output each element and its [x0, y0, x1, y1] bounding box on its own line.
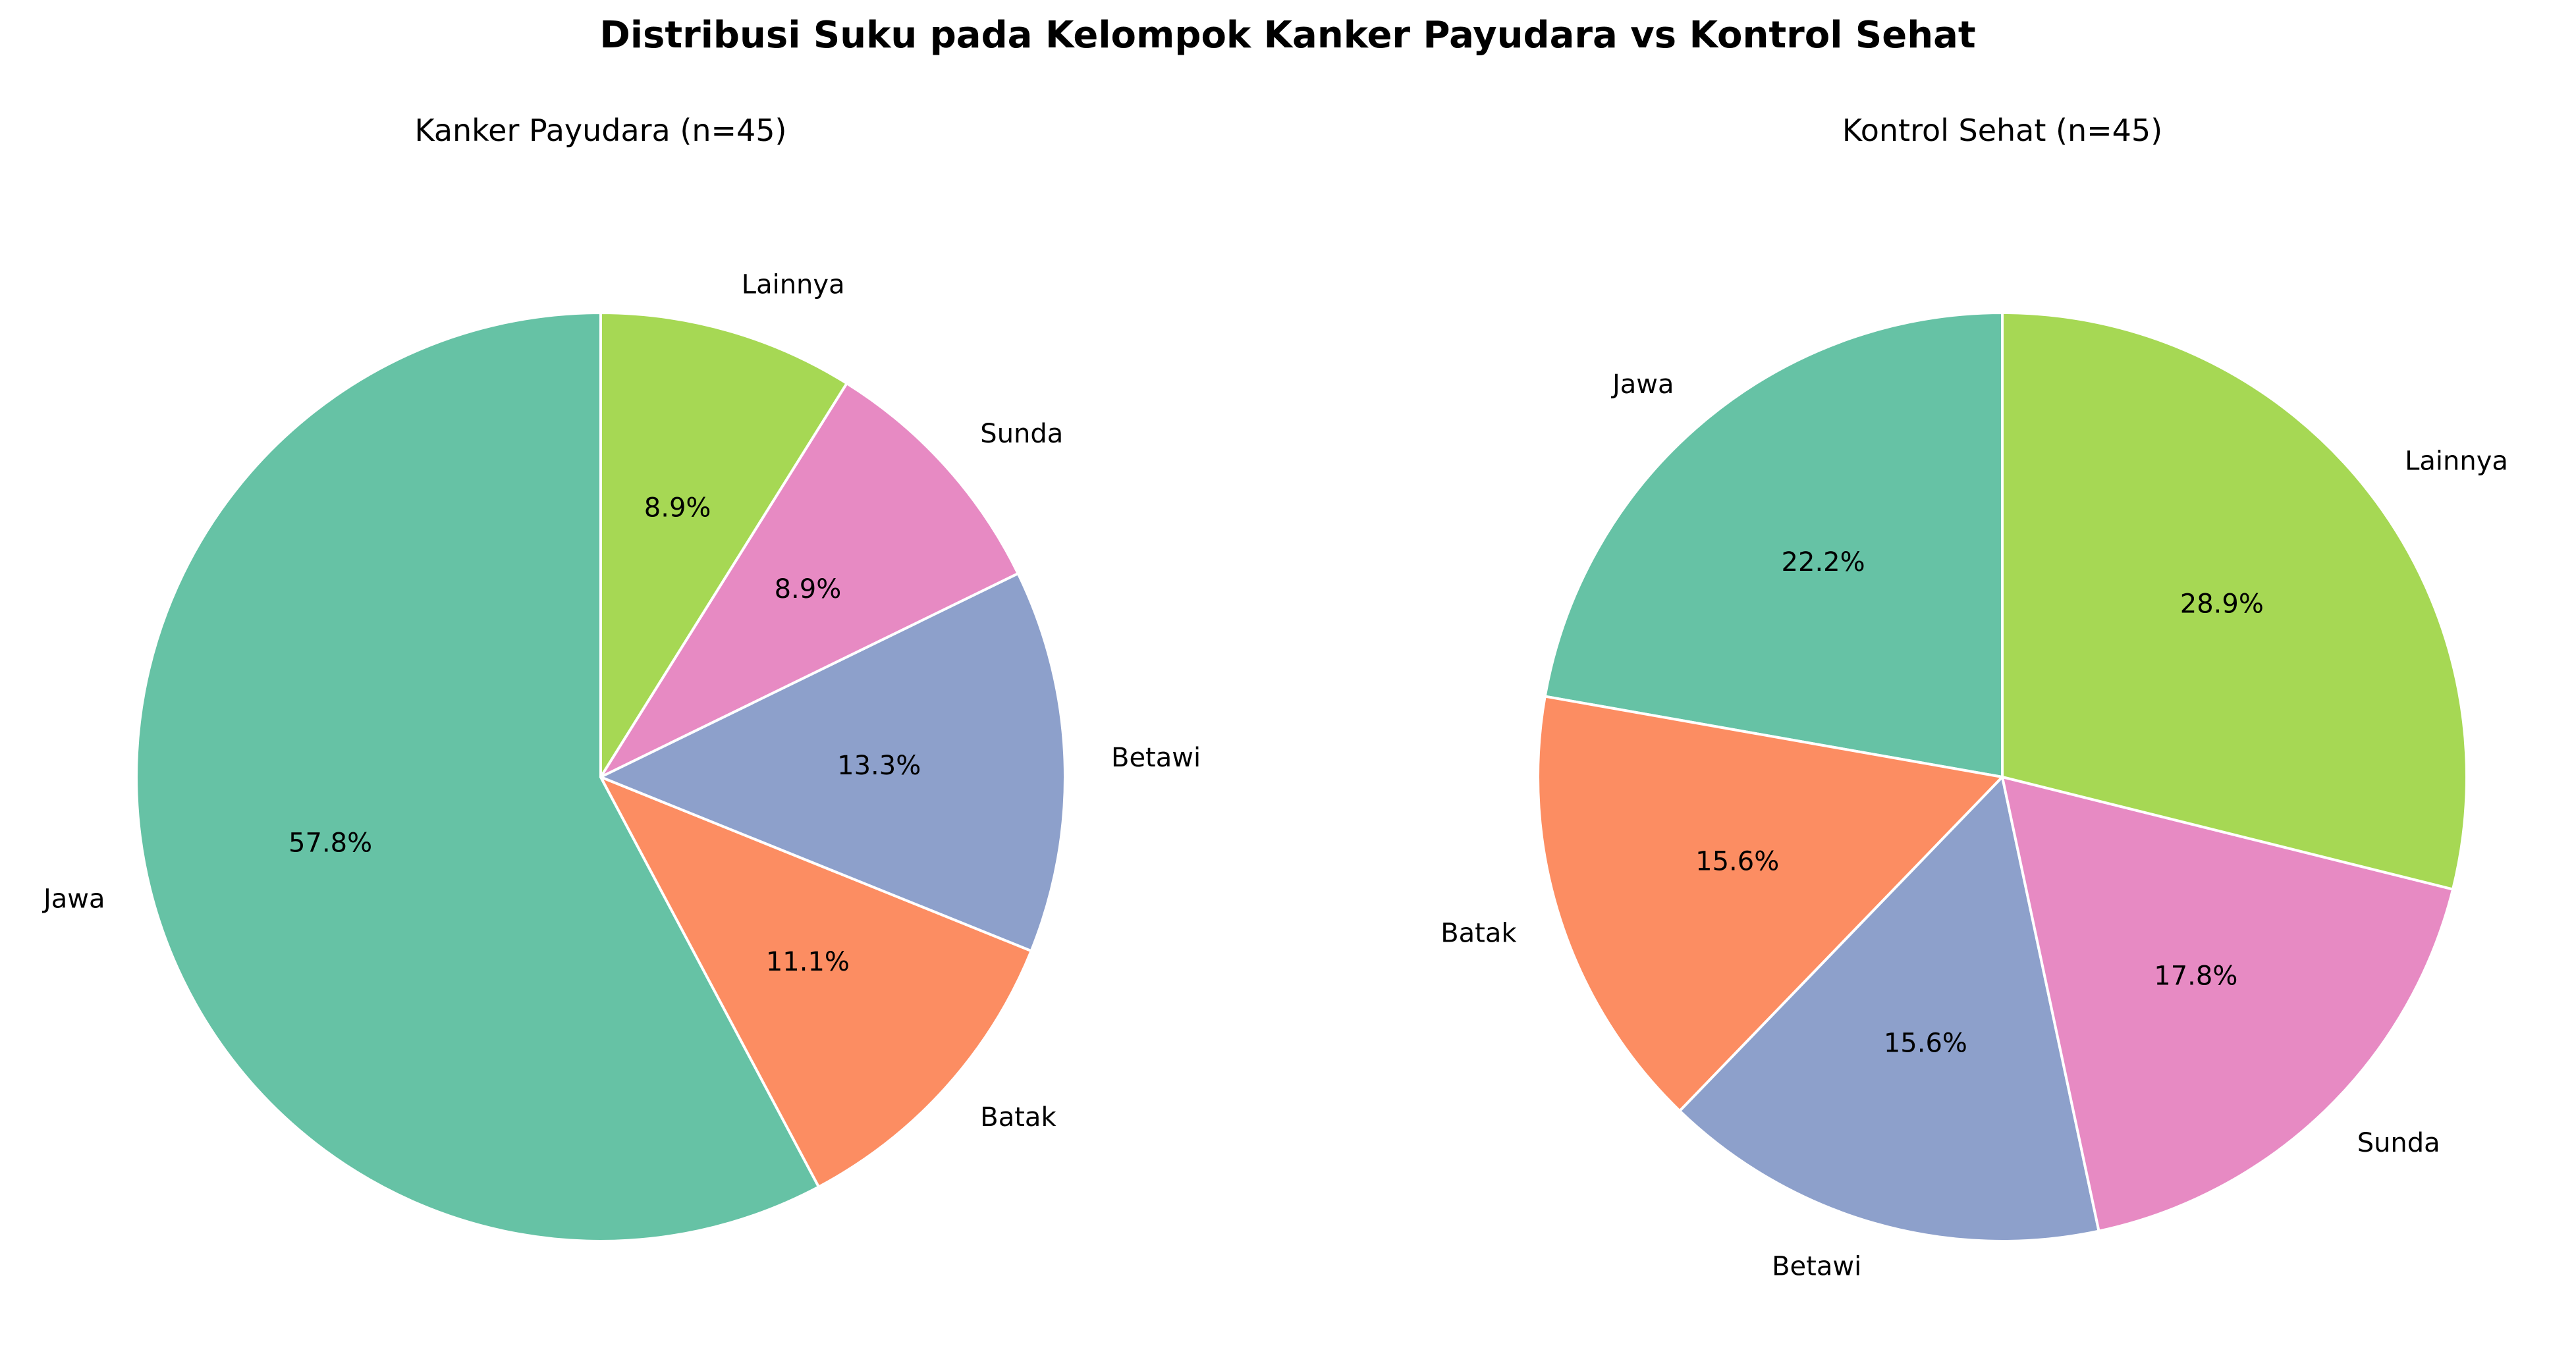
slice-label-sunda: Sunda [2357, 1128, 2440, 1158]
slice-betawi [1678, 776, 2100, 1243]
slice-percent-jawa: 57.8% [288, 828, 372, 858]
labels-kanker-payudara: Jawa 57.8% Batak 11.1% Betawi 13.3% Sunda 8.9% L… [41, 270, 1201, 1133]
wedges-kontrol-sehat [1537, 311, 2468, 1243]
slice-lainnya [2001, 311, 2468, 891]
slice-betawi [599, 572, 1066, 953]
slice-percent-sunda: 17.8% [2154, 961, 2237, 991]
figure-title: Distribusi Suku pada Kelompok Kanker Pay… [599, 14, 1975, 57]
slice-lainnya [599, 311, 848, 778]
slice-label-batak: Batak [980, 1102, 1056, 1133]
chart-title-kontrol-sehat: Kontrol Sehat (n=45) [1842, 113, 2162, 148]
slice-sunda [599, 382, 1020, 778]
slice-label-betawi: Betawi [1772, 1252, 1861, 1282]
slice-batak [1537, 695, 2004, 1113]
slice-label-lainnya: Lainnya [2405, 446, 2508, 477]
slice-batak [599, 776, 1033, 1189]
slice-percent-betawi: 15.6% [1884, 1029, 1967, 1059]
slice-label-jawa: Jawa [1610, 369, 1674, 400]
slice-label-jawa: Jawa [41, 884, 105, 915]
pie-chart-kanker-payudara: Kanker Payudara (n=45) Jawa 57.8% Batak 11.… [41, 113, 1201, 1243]
slice-label-batak: Batak [1440, 919, 1517, 949]
slice-jawa [135, 311, 820, 1243]
slice-percent-jawa: 22.2% [1782, 547, 1865, 577]
wedges-kanker-payudara [135, 311, 1066, 1243]
slice-label-sunda: Sunda [980, 419, 1063, 449]
slice-percent-batak: 11.1% [766, 947, 850, 977]
slice-jawa [1543, 311, 2004, 778]
slice-sunda [2001, 776, 2455, 1233]
slice-percent-lainnya: 8.9% [644, 493, 711, 523]
pie-chart-kontrol-sehat: Kontrol Sehat (n=45) Jawa 22.2% Batak 15.6%… [1440, 113, 2508, 1282]
slice-percent-sunda: 8.9% [775, 574, 842, 604]
slice-percent-lainnya: 28.9% [2180, 589, 2264, 620]
slice-percent-betawi: 13.3% [837, 751, 921, 781]
slice-percent-batak: 15.6% [1695, 847, 1779, 877]
labels-kontrol-sehat: Jawa 22.2% Batak 15.6% Betawi 15.6% Sunda 17.8%… [1440, 369, 2508, 1282]
chart-title-kanker-payudara: Kanker Payudara (n=45) [414, 113, 786, 148]
slice-label-lainnya: Lainnya [742, 270, 845, 300]
slice-label-betawi: Betawi [1111, 743, 1201, 773]
